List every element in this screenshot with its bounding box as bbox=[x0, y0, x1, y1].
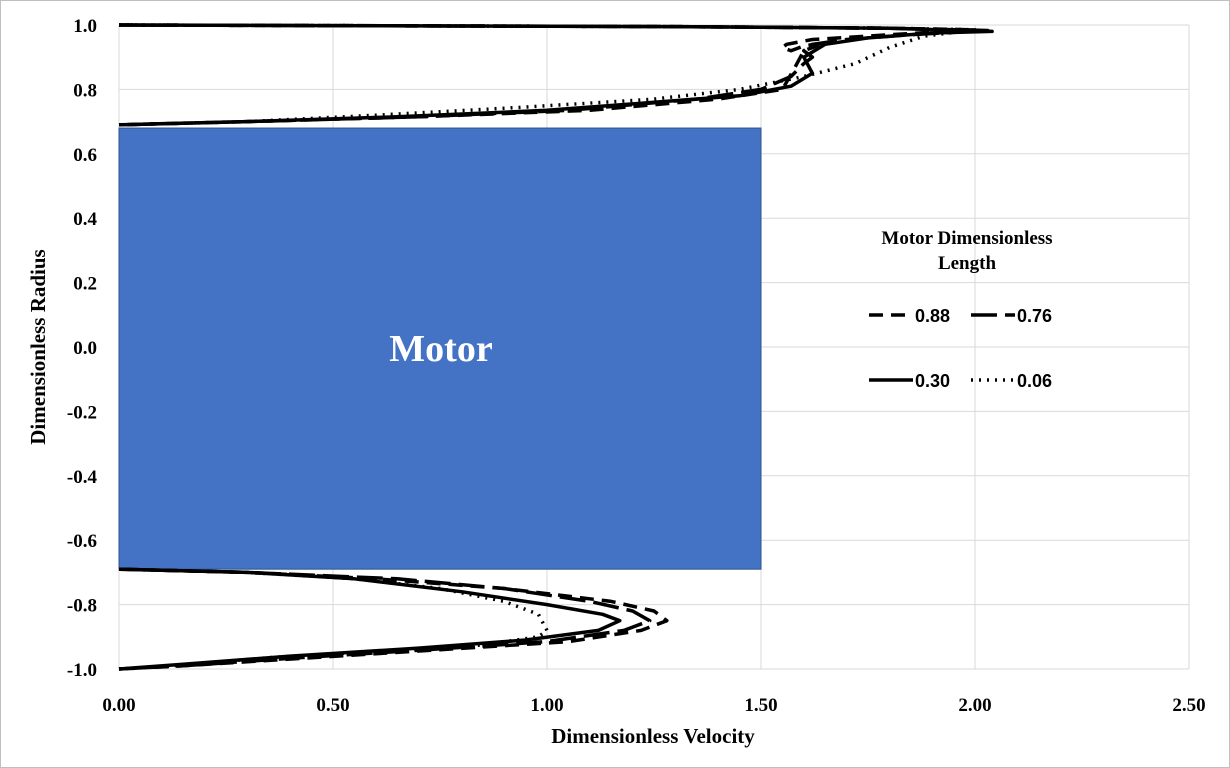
motor-region bbox=[118, 127, 762, 570]
series-line-0-30-upper bbox=[118, 23, 994, 127]
series-line-0-88-lower bbox=[118, 567, 669, 671]
legend-title-line2: Length bbox=[938, 253, 997, 274]
y-tick-label: -0.4 bbox=[67, 467, 98, 488]
series-line-0-76-lower bbox=[118, 567, 652, 671]
legend-label-0-06: 0.06 bbox=[1017, 371, 1052, 391]
x-tick-label: 1.50 bbox=[744, 695, 777, 716]
y-tick-label: 0.2 bbox=[73, 274, 97, 295]
legend-label-0-30: 0.30 bbox=[915, 371, 950, 391]
y-axis-title: Dimensionless Radius bbox=[26, 249, 50, 444]
legend-entries: 0.88 0.76 0.30 0.06 bbox=[869, 306, 1052, 391]
series-lines bbox=[118, 23, 994, 671]
y-tick-label: -0.8 bbox=[67, 596, 97, 617]
x-tick-label: 0.00 bbox=[102, 695, 135, 716]
legend-title-line1: Motor Dimensionless bbox=[881, 228, 1052, 249]
y-tick-label: 0.6 bbox=[73, 145, 97, 166]
x-tick-label: 2.00 bbox=[958, 695, 991, 716]
x-tick-label: 1.00 bbox=[530, 695, 563, 716]
legend-label-0-88: 0.88 bbox=[915, 306, 950, 326]
x-tick-label: 2.50 bbox=[1172, 695, 1205, 716]
legend-label-0-76: 0.76 bbox=[1017, 306, 1052, 326]
y-tick-label: 0.0 bbox=[73, 338, 97, 359]
series-line-0-30-lower bbox=[118, 567, 622, 671]
series-line-0-88-upper bbox=[118, 23, 977, 127]
x-tick-label: 0.50 bbox=[316, 695, 349, 716]
motor-label: Motor bbox=[389, 328, 493, 370]
x-axis-title: Dimensionless Velocity bbox=[551, 724, 755, 748]
y-tick-labels: 1.0 0.8 0.6 0.4 0.2 0.0 -0.2 -0.4 -0.6 -0.8 -1.0 bbox=[67, 16, 98, 681]
series-line-0-06-upper bbox=[118, 23, 977, 127]
y-tick-label: -0.2 bbox=[67, 402, 97, 423]
legend: Motor Dimensionless Length 0.88 0.760.30 0… bbox=[869, 228, 1053, 391]
x-tick-labels: 0.00 0.50 1.00 1.50 2.00 2.50 bbox=[102, 695, 1205, 716]
y-tick-label: 0.4 bbox=[73, 209, 97, 230]
y-tick-label: -0.6 bbox=[67, 531, 97, 552]
y-tick-label: 1.0 bbox=[73, 16, 97, 37]
y-tick-label: -1.0 bbox=[67, 660, 97, 681]
y-tick-label: 0.8 bbox=[73, 80, 97, 101]
